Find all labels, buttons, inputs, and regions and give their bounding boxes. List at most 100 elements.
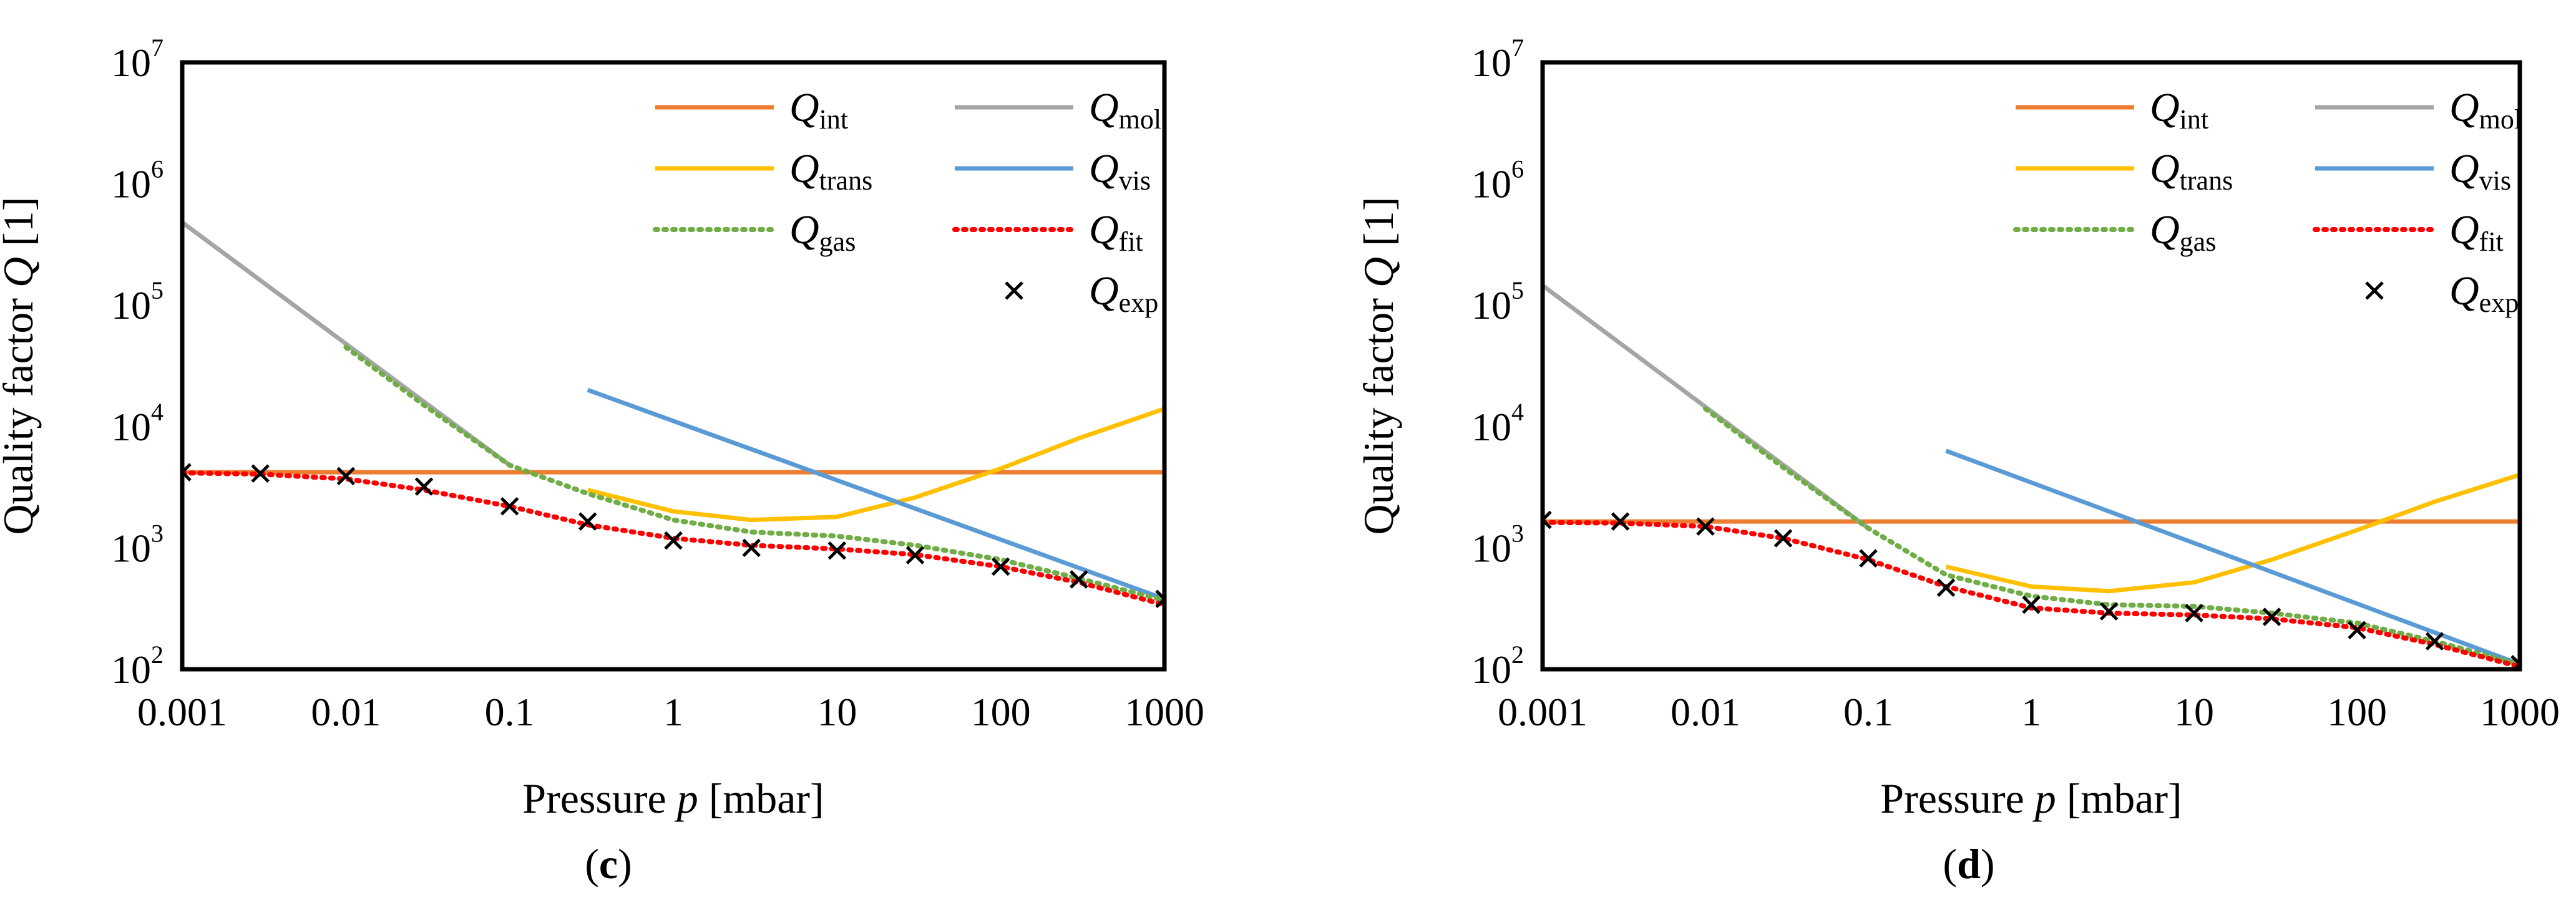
data-point-exp (414, 477, 434, 496)
legend-label-symbol: Q (789, 146, 819, 191)
chart-panel-d: 0.001 0.01 0.1 1 10 100 1000102103104105106107… (1355, 34, 2560, 888)
x-axis-title-variable: p (675, 775, 698, 822)
y-tick-label: 107 (1471, 34, 1524, 85)
y-tick-base: 10 (1471, 162, 1511, 206)
series-line-vis (1945, 448, 2520, 667)
series-line-gas (343, 344, 1164, 603)
x-axis-title-prefix: Pressure (1880, 775, 2034, 822)
y-tick-exponent: 7 (151, 34, 163, 62)
data-point-exp (578, 512, 597, 531)
x-axis-title-suffix: [mbar] (2056, 775, 2182, 822)
y-tick-exponent: 3 (151, 519, 163, 547)
legend-label-vis: Qvis (1089, 146, 1151, 196)
data-point-exp (905, 546, 925, 564)
data-point-exp (2348, 621, 2366, 640)
series-line-gas (1703, 406, 2520, 667)
data-point-exp (1936, 578, 1956, 597)
legend-label-symbol: Q (789, 85, 819, 130)
y-tick-exponent: 3 (1511, 519, 1524, 547)
legend-label-symbol: Q (1089, 85, 1119, 130)
legend-label-gas: Qgas (2150, 207, 2216, 257)
legend-label-gas: Qgas (789, 207, 856, 257)
legend-item-exp: Qexp (1005, 268, 1158, 318)
legend-label-int: Qint (789, 85, 848, 135)
y-tick-label: 102 (1471, 641, 1524, 692)
panel-label-open: ( (1943, 840, 1957, 888)
legend-label-subscript: mol (1119, 104, 1161, 135)
y-axis-title: Quality factor Q [1] (1355, 197, 1402, 535)
data-point-exp (2262, 607, 2281, 626)
legend-item-vis: Qvis (955, 146, 1151, 196)
plot-area (1543, 283, 2520, 669)
legend-label-symbol: Q (789, 207, 819, 253)
legend-label-symbol: Q (2449, 146, 2479, 191)
data-point-exp (991, 557, 1010, 576)
y-tick-label: 105 (111, 276, 163, 327)
y-tick-exponent: 6 (151, 155, 163, 183)
x-tick-label: 100 (971, 690, 1031, 734)
series-line-vis (587, 387, 1164, 601)
legend-label-mol: Qmol (2449, 85, 2522, 135)
y-tick-base: 10 (1471, 405, 1511, 449)
y-tick-exponent: 4 (151, 398, 163, 426)
data-point-exp (182, 463, 192, 482)
legend-label-subscript: vis (1119, 165, 1151, 196)
y-tick-base: 10 (1471, 526, 1511, 570)
series-line-trans (1945, 472, 2520, 594)
data-point-exp (1543, 510, 1552, 530)
legend-marker-exp (1005, 281, 1023, 300)
legend-label-subscript: vis (2479, 165, 2511, 196)
data-point-exp (827, 541, 847, 560)
x-tick-label: 1 (2021, 690, 2041, 734)
legend-item-mol: Qmol (955, 85, 1161, 135)
legend-item-gas: Qgas (2013, 207, 2216, 257)
y-tick-label: 106 (111, 155, 163, 206)
y-tick-base: 10 (111, 647, 151, 692)
panel-label: (d) (1943, 840, 1994, 888)
y-tick-exponent: 4 (1511, 398, 1524, 426)
data-point-exp (2510, 655, 2520, 669)
y-tick-base: 10 (111, 405, 151, 449)
y-tick-label: 104 (1471, 398, 1524, 449)
x-axis-title-suffix: [mbar] (698, 775, 824, 822)
legend-label-exp: Qexp (1089, 268, 1158, 318)
plot-area (182, 220, 1164, 608)
x-tick-label: 1000 (1125, 690, 1204, 734)
x-tick-label: 0.01 (311, 690, 381, 734)
legend-item-trans: Qtrans (655, 146, 872, 196)
y-tick-base: 10 (1471, 283, 1511, 327)
legend-label-subscript: gas (819, 226, 856, 257)
y-axis-title: Quality factor Q [1] (0, 197, 42, 535)
legend-label-subscript: int (819, 104, 848, 135)
data-point-exp (1773, 529, 1793, 548)
legend-label-symbol: Q (1089, 146, 1119, 191)
legend-marker-exp (2365, 281, 2384, 300)
data-point-exp (2022, 595, 2041, 614)
y-tick-label: 106 (1471, 155, 1524, 206)
x-tick-label: 0.01 (1671, 690, 1740, 734)
legend-label-fit: Qfit (1089, 207, 1143, 257)
y-tick-exponent: 6 (1511, 155, 1524, 183)
y-tick-base: 10 (1471, 647, 1511, 692)
panel-label-letter: c (599, 840, 618, 888)
y-tick-base: 10 (111, 526, 151, 570)
chart-panel-c: 0.001 0.01 0.1 1 10 100 1000102103104105106107… (0, 34, 1204, 888)
data-point-exp (336, 467, 356, 486)
series-line-fit (1543, 520, 2520, 669)
y-tick-exponent: 2 (1511, 641, 1524, 669)
legend-label-symbol: Q (2150, 146, 2180, 191)
legend-label-subscript: gas (2180, 226, 2217, 257)
data-point-exp (251, 464, 270, 483)
data-point-exp (1696, 517, 1715, 536)
legend-item-mol: Qmol (2315, 85, 2522, 135)
data-point-exp (1611, 512, 1630, 531)
data-point-exp (2099, 602, 2119, 621)
x-axis-title: Pressure p [mbar] (1880, 775, 2182, 822)
legend-label-fit: Qfit (2449, 207, 2504, 257)
legend-item-trans: Qtrans (2016, 146, 2233, 196)
panel-label-close: ) (618, 840, 632, 888)
legend-label-mol: Qmol (1089, 85, 1161, 135)
y-tick-exponent: 2 (151, 641, 163, 669)
